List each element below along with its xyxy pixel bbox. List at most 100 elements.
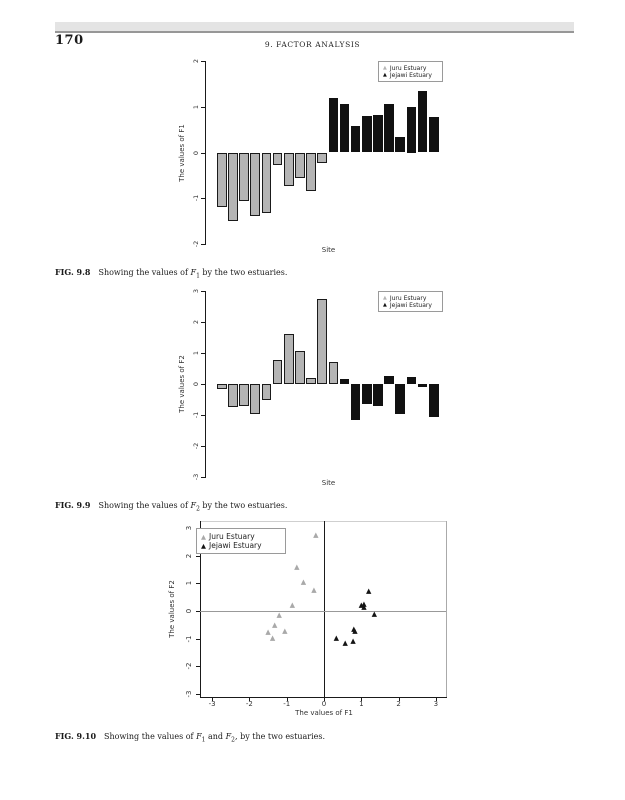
bar	[228, 152, 238, 222]
x-axis-tick	[361, 697, 363, 701]
bar	[350, 126, 361, 153]
scatter-point: ▲	[289, 601, 295, 610]
figure-caption: FIG. 9.9 Showing the values of F2 by the …	[55, 500, 287, 513]
x-axis-title: Site	[321, 246, 336, 254]
y-axis-tick	[196, 583, 200, 585]
page-number: 170	[55, 33, 84, 48]
x-axis-tick-label: 0	[321, 700, 327, 708]
figure-caption-text: Showing the values of F2 by the two estu…	[98, 501, 288, 513]
figure-caption: FIG. 9.8 Showing the values of F1 by the …	[55, 267, 287, 280]
bar	[406, 106, 417, 153]
bar	[328, 97, 339, 153]
figure-caption-text: Showing the values of F1 by the two estu…	[98, 268, 288, 280]
x-axis-tick-label: 2	[396, 700, 401, 708]
y-axis-tick	[201, 198, 205, 200]
scatter-point: ▲	[311, 585, 317, 594]
y-axis-tick	[196, 666, 200, 668]
legend-entry: ▲ Jejawi Estuary	[383, 302, 438, 309]
plot-top-border	[200, 521, 446, 522]
bar	[339, 103, 350, 153]
bar	[217, 384, 227, 389]
y-axis-tick-label: 3	[185, 525, 193, 531]
x-axis	[200, 697, 447, 698]
y-axis	[205, 61, 206, 245]
bar	[373, 114, 383, 153]
zero-vertical-line	[324, 521, 325, 697]
legend-entry: ▲ Juru Estuary	[383, 295, 438, 302]
y-axis-tick	[201, 61, 205, 62]
page-top-divider	[55, 22, 574, 33]
bar	[261, 384, 272, 401]
bar	[217, 152, 227, 208]
zero-horizontal-line	[200, 611, 446, 612]
y-axis-tick	[196, 611, 200, 612]
x-axis-tick-label: -3	[208, 700, 216, 708]
triangle-marker-icon: ▲	[383, 72, 387, 78]
figure-caption-label: FIG. 9.10	[55, 731, 97, 741]
bar	[272, 152, 283, 165]
bar	[373, 384, 383, 407]
y-axis-tick	[196, 555, 200, 557]
y-axis-tick-label: -3	[185, 690, 193, 698]
legend-label: Juru Estuary	[389, 294, 427, 302]
bar	[295, 152, 305, 178]
y-axis-tick	[201, 244, 205, 245]
figure-caption: FIG. 9.10 Showing the values of F1 and F2…	[55, 731, 325, 744]
scatter-point: ▲	[342, 638, 348, 647]
triangle-marker-icon: ▲	[383, 295, 387, 301]
scatter-point: ▲	[350, 636, 356, 645]
triangle-marker-icon: ▲	[201, 541, 206, 550]
y-axis	[200, 521, 201, 697]
scatter-point: ▲	[333, 633, 339, 642]
bar	[250, 384, 261, 415]
y-axis-tick	[201, 446, 205, 447]
bar	[317, 299, 328, 384]
scatter-point: ▲	[272, 621, 278, 630]
bar	[339, 379, 350, 384]
legend-entry: ▲ Jejawi Estuary	[201, 541, 281, 550]
triangle-marker-icon: ▲	[383, 302, 387, 308]
plot-right-border	[446, 521, 447, 697]
scatter-point: ▲	[269, 633, 276, 642]
bar	[261, 152, 272, 213]
x-axis-title: The values of F1	[295, 709, 353, 717]
y-axis-tick	[196, 694, 200, 696]
scatter-point: ▲	[294, 562, 300, 571]
y-axis-tick	[201, 353, 205, 354]
running-head: 9. FACTOR ANALYSIS	[264, 40, 361, 49]
x-axis-tick	[398, 697, 400, 701]
figure-caption-label: FIG. 9.8	[55, 267, 91, 277]
scatter-point: ▲	[276, 611, 282, 620]
y-axis-tick	[201, 291, 205, 292]
bar	[361, 384, 372, 405]
figure-caption-label: FIG. 9.9	[55, 500, 91, 510]
scatter-point: ▲	[361, 602, 367, 611]
legend-entry: ▲ Juru Estuary	[201, 532, 281, 541]
bar	[428, 116, 439, 153]
legend-label: Juru Estuary	[389, 64, 427, 72]
legend-entry: ▲ Jejawi Estuary	[383, 72, 438, 79]
scatter-point: ▲	[361, 600, 367, 609]
legend-label: Juru Estuary	[209, 532, 255, 541]
bar	[228, 384, 238, 408]
y-axis-tick	[201, 106, 205, 108]
bar	[428, 384, 439, 418]
bar	[317, 152, 328, 163]
bar	[350, 384, 361, 420]
bar	[328, 361, 339, 384]
x-axis-tick-label: -2	[245, 700, 253, 708]
x-axis-tick	[212, 697, 214, 701]
bar	[272, 360, 283, 384]
legend-label: Jejawi Estuary	[209, 541, 262, 550]
figure-caption-text: Showing the values of F1 and F2, by the …	[104, 732, 326, 744]
bar	[295, 351, 305, 384]
legend-label: Jejawi Estuary	[389, 301, 432, 309]
x-axis-tick-label: -1	[283, 700, 291, 708]
y-axis-tick-label: -1	[185, 635, 193, 643]
bar	[239, 384, 249, 407]
scatter-point: ▲	[313, 531, 319, 540]
legend-label: Jejawi Estuary	[389, 71, 432, 79]
y-axis-tick-label: -2	[185, 662, 193, 670]
